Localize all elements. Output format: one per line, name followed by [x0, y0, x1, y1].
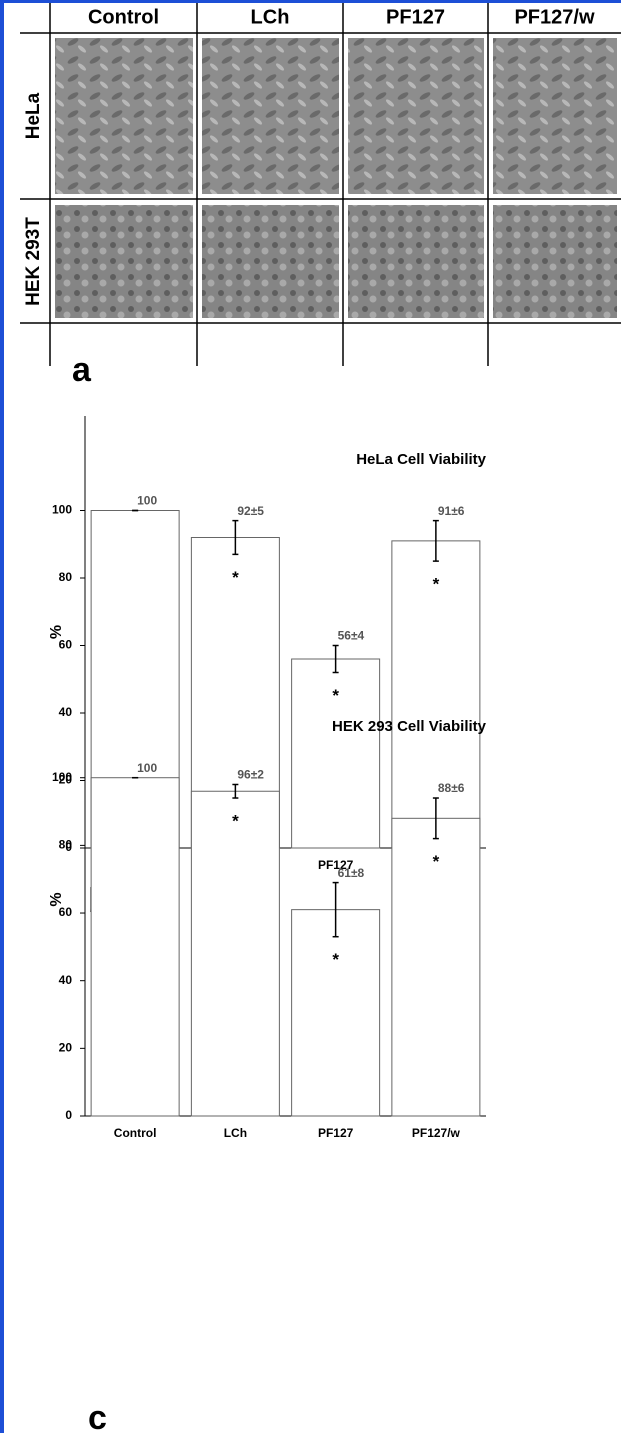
y-tick-label: 80: [59, 570, 73, 584]
micrograph: [348, 38, 484, 194]
column-label: PF127/w: [514, 6, 594, 28]
micrograph: [348, 205, 484, 318]
y-tick-label: 40: [59, 705, 73, 719]
significance-marker: *: [332, 686, 339, 705]
y-tick-label: 40: [59, 973, 73, 987]
x-tick-label: LCh: [224, 1126, 247, 1140]
value-label: 91±6: [438, 504, 465, 518]
value-label: 100: [137, 494, 157, 508]
x-tick-label: Control: [114, 1126, 157, 1140]
bar: [91, 778, 179, 1116]
significance-marker: *: [433, 852, 440, 871]
chart-title: HeLa Cell Viability: [356, 451, 486, 468]
column-label: LCh: [251, 6, 290, 28]
value-label: 56±4: [338, 629, 365, 643]
border: [0, 0, 621, 3]
value-label: 88±6: [438, 781, 465, 795]
x-tick-label: PF127: [318, 1126, 354, 1140]
y-tick-label: 100: [52, 770, 72, 784]
value-label: 100: [137, 761, 157, 775]
column-label: PF127: [386, 6, 445, 28]
micrograph: [493, 205, 617, 318]
value-label: 92±5: [237, 504, 264, 518]
micrograph: [55, 38, 193, 194]
significance-marker: *: [433, 575, 440, 594]
micrograph: [493, 38, 617, 194]
y-axis-label: %: [48, 625, 65, 639]
significance-marker: *: [232, 812, 239, 831]
value-label: 61±8: [338, 866, 365, 880]
significance-marker: *: [332, 950, 339, 969]
bar: [292, 910, 380, 1116]
micrograph: [202, 205, 339, 318]
y-tick-label: 100: [52, 503, 72, 517]
y-axis-label: %: [48, 892, 65, 906]
panel-label: c: [88, 1399, 107, 1433]
bar: [191, 791, 279, 1116]
chart-title: HEK 293 Cell Viability: [332, 718, 487, 735]
y-tick-label: 0: [65, 1108, 72, 1122]
significance-marker: *: [232, 568, 239, 587]
column-label: Control: [88, 6, 159, 28]
micrograph: [55, 205, 193, 318]
y-tick-label: 80: [59, 838, 73, 852]
panel-label: a: [72, 351, 92, 389]
micrograph: [202, 38, 339, 194]
value-label: 96±2: [237, 768, 264, 782]
row-label: HeLa: [23, 92, 44, 139]
row-label: HEK 293T: [23, 217, 44, 306]
y-tick-label: 20: [59, 1041, 73, 1055]
x-tick-label: PF127/w: [412, 1126, 461, 1140]
border: [0, 0, 4, 1433]
figure: HeLa HEK 293T Control LCh PF127 PF127/w a 0 20 40…: [0, 0, 621, 1433]
